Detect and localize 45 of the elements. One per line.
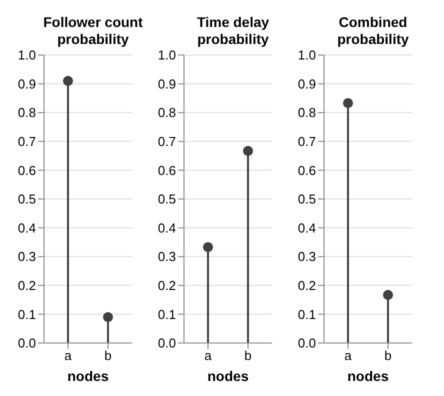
y-tick-label: 0.6 [298,162,316,178]
y-tick-label: 0.5 [298,192,316,207]
y-tick-label: 1.0 [298,48,316,63]
y-tick-label: 0.4 [298,220,316,236]
y-tick-label: 0.9 [298,76,316,92]
y-tick-label: 1.0 [18,48,36,63]
y-tick-label: 0.6 [18,162,36,178]
x-tick-label: a [344,348,352,364]
y-tick-label: 0.3 [18,249,36,264]
y-tick-label: 0.0 [298,336,316,351]
x-axis-title: nodes [207,368,249,384]
y-tick-label: 1.0 [158,48,176,63]
y-tick-label: 0.7 [158,134,176,150]
y-tick-label: 0.6 [158,162,176,178]
y-tick-label: 0.4 [158,220,176,236]
y-tick-label: 0.5 [158,192,176,207]
y-tick-label: 0.2 [158,278,176,294]
y-tick-label: 0.8 [18,105,36,120]
chart-title: Combined probability [336,13,410,48]
y-tick-label: 0.0 [158,336,176,351]
x-tick-label: b [244,348,252,364]
y-tick-label: 0.1 [18,306,36,322]
y-tick-label: 0.3 [158,249,176,264]
y-tick-label: 0.2 [298,278,316,294]
y-tick-label: 0.7 [18,134,36,150]
x-tick-label: b [384,348,392,364]
x-tick-label: a [64,348,72,364]
y-tick-label: 0.2 [18,278,36,294]
y-tick-label: 0.0 [18,336,36,351]
y-tick-label: 0.7 [298,134,316,150]
chart-title: Follower count probability [42,13,144,48]
y-tick-label: 0.5 [18,192,36,207]
y-tick-label: 0.1 [158,306,176,322]
x-axis-title: nodes [67,368,109,384]
y-tick-label: 0.8 [298,105,316,120]
y-tick-label: 0.8 [158,105,176,120]
y-tick-label: 0.9 [18,76,36,92]
x-tick-label: a [204,348,212,364]
y-tick-label: 0.1 [298,306,316,322]
x-tick-label: b [104,348,112,364]
x-axis-title: nodes [347,368,389,384]
y-tick-label: 0.9 [158,76,176,92]
y-tick-label: 0.3 [298,249,316,264]
y-tick-label: 0.4 [18,220,36,236]
chart-title: Time delay probability [196,13,270,48]
